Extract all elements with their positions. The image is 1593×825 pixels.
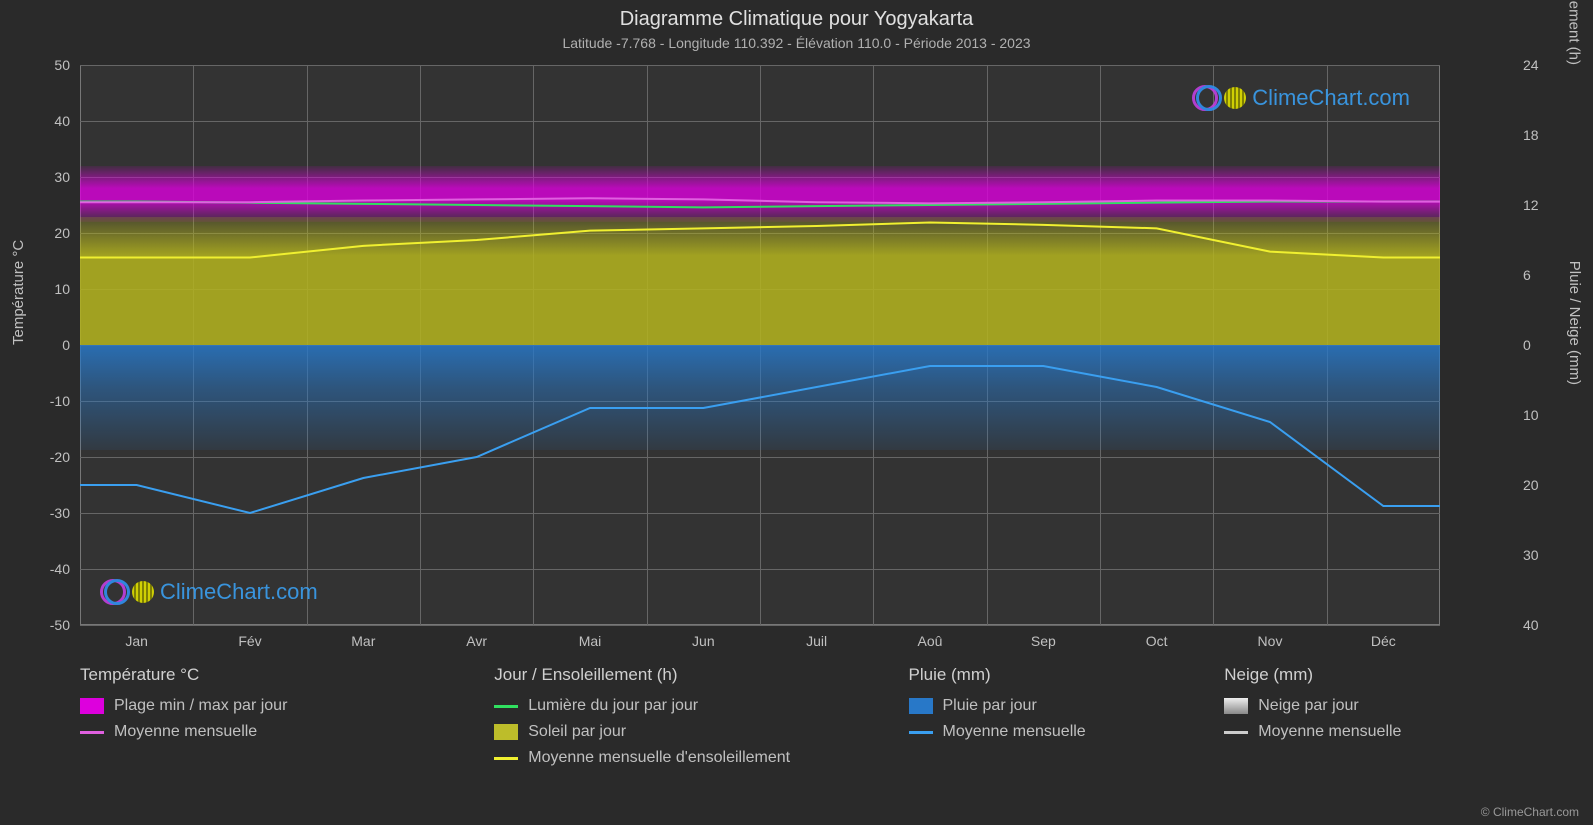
y-left-tick: 50 <box>30 57 70 73</box>
x-tick: Mar <box>351 633 375 649</box>
x-tick: Déc <box>1371 633 1396 649</box>
y-left-tick: -10 <box>30 393 70 409</box>
x-tick: Mai <box>579 633 602 649</box>
x-tick: Aoû <box>918 633 943 649</box>
x-tick: Avr <box>466 633 487 649</box>
legend-header-snow: Neige (mm) <box>1224 665 1500 685</box>
chart-subtitle: Latitude -7.768 - Longitude 110.392 - Él… <box>0 31 1593 51</box>
swatch-line-icon <box>80 731 104 734</box>
legend-label: Lumière du jour par jour <box>528 697 698 715</box>
brand-text: ClimeChart.com <box>1252 85 1410 111</box>
x-tick: Juil <box>806 633 827 649</box>
y-right-tick: 30 <box>1523 547 1563 563</box>
y-right-tick: 10 <box>1523 407 1563 423</box>
legend-label: Neige par jour <box>1258 697 1359 715</box>
legend-item-rain-avg: Moyenne mensuelle <box>909 723 1185 741</box>
legend-label: Soleil par jour <box>528 723 626 741</box>
y-right-tick: 18 <box>1523 127 1563 143</box>
y-left-tick: -50 <box>30 617 70 633</box>
y-right-tick: 0 <box>1523 337 1563 353</box>
legend-header-temp: Température °C <box>80 665 454 685</box>
y-axis-left-title: Température °C <box>10 240 27 345</box>
brand-text: ClimeChart.com <box>160 579 318 605</box>
y-right-tick: 40 <box>1523 617 1563 633</box>
legend-label: Pluie par jour <box>943 697 1037 715</box>
logo-circles-icon <box>1192 85 1218 111</box>
legend-col-snow: Neige (mm) Neige par jour Moyenne mensue… <box>1224 665 1500 767</box>
y-axis-right-bottom-title: Pluie / Neige (mm) <box>1566 261 1583 385</box>
watermark-top-right: ClimeChart.com <box>1192 85 1410 111</box>
swatch-icon <box>494 724 518 740</box>
chart-area: ClimeChart.com ClimeChart.com <box>80 65 1440 625</box>
x-tick: Sep <box>1031 633 1056 649</box>
legend-item-snow-perday: Neige par jour <box>1224 697 1500 715</box>
x-tick: Nov <box>1258 633 1283 649</box>
line-series <box>80 65 1440 625</box>
legend-item-sunavg: Moyenne mensuelle d'ensoleillement <box>494 749 868 767</box>
y-left-tick: -40 <box>30 561 70 577</box>
legend-item-daylight: Lumière du jour par jour <box>494 697 868 715</box>
y-left-tick: 10 <box>30 281 70 297</box>
y-right-tick: 6 <box>1523 267 1563 283</box>
x-tick: Jun <box>692 633 715 649</box>
swatch-line-icon <box>494 757 518 760</box>
x-tick: Jan <box>125 633 148 649</box>
legend-label: Plage min / max par jour <box>114 697 287 715</box>
logo-sun-icon <box>1224 87 1246 109</box>
legend-label: Moyenne mensuelle <box>943 723 1086 741</box>
legend-item-rain-perday: Pluie par jour <box>909 697 1185 715</box>
legend-item-temp-range: Plage min / max par jour <box>80 697 454 715</box>
x-tick: Oct <box>1146 633 1168 649</box>
swatch-line-icon <box>909 731 933 734</box>
legend-label: Moyenne mensuelle <box>114 723 257 741</box>
legend-col-rain: Pluie (mm) Pluie par jour Moyenne mensue… <box>909 665 1185 767</box>
y-left-tick: 40 <box>30 113 70 129</box>
legend-label: Moyenne mensuelle <box>1258 723 1401 741</box>
swatch-icon <box>1224 698 1248 714</box>
legend-col-sun: Jour / Ensoleillement (h) Lumière du jou… <box>494 665 868 767</box>
swatch-line-icon <box>1224 731 1248 734</box>
legend-label: Moyenne mensuelle d'ensoleillement <box>528 749 790 767</box>
x-tick: Fév <box>238 633 261 649</box>
watermark-bottom-left: ClimeChart.com <box>100 579 318 605</box>
y-axis-right-top-title: Jour / Ensoleillement (h) <box>1566 0 1583 65</box>
swatch-icon <box>80 698 104 714</box>
legend-item-sunperday: Soleil par jour <box>494 723 868 741</box>
legend-item-temp-avg: Moyenne mensuelle <box>80 723 454 741</box>
logo-circles-icon <box>100 579 126 605</box>
legend: Température °C Plage min / max par jour … <box>80 665 1500 767</box>
legend-item-snow-avg: Moyenne mensuelle <box>1224 723 1500 741</box>
legend-header-rain: Pluie (mm) <box>909 665 1185 685</box>
copyright-text: © ClimeChart.com <box>1481 805 1579 819</box>
chart-title: Diagramme Climatique pour Yogyakarta <box>0 0 1593 31</box>
y-left-tick: -20 <box>30 449 70 465</box>
y-left-tick: -30 <box>30 505 70 521</box>
legend-header-sun: Jour / Ensoleillement (h) <box>494 665 868 685</box>
swatch-line-icon <box>494 705 518 708</box>
swatch-icon <box>909 698 933 714</box>
y-right-tick: 12 <box>1523 197 1563 213</box>
y-right-tick: 20 <box>1523 477 1563 493</box>
y-left-tick: 20 <box>30 225 70 241</box>
y-left-tick: 0 <box>30 337 70 353</box>
logo-sun-icon <box>132 581 154 603</box>
y-right-tick: 24 <box>1523 57 1563 73</box>
legend-col-temp: Température °C Plage min / max par jour … <box>80 665 454 767</box>
y-left-tick: 30 <box>30 169 70 185</box>
